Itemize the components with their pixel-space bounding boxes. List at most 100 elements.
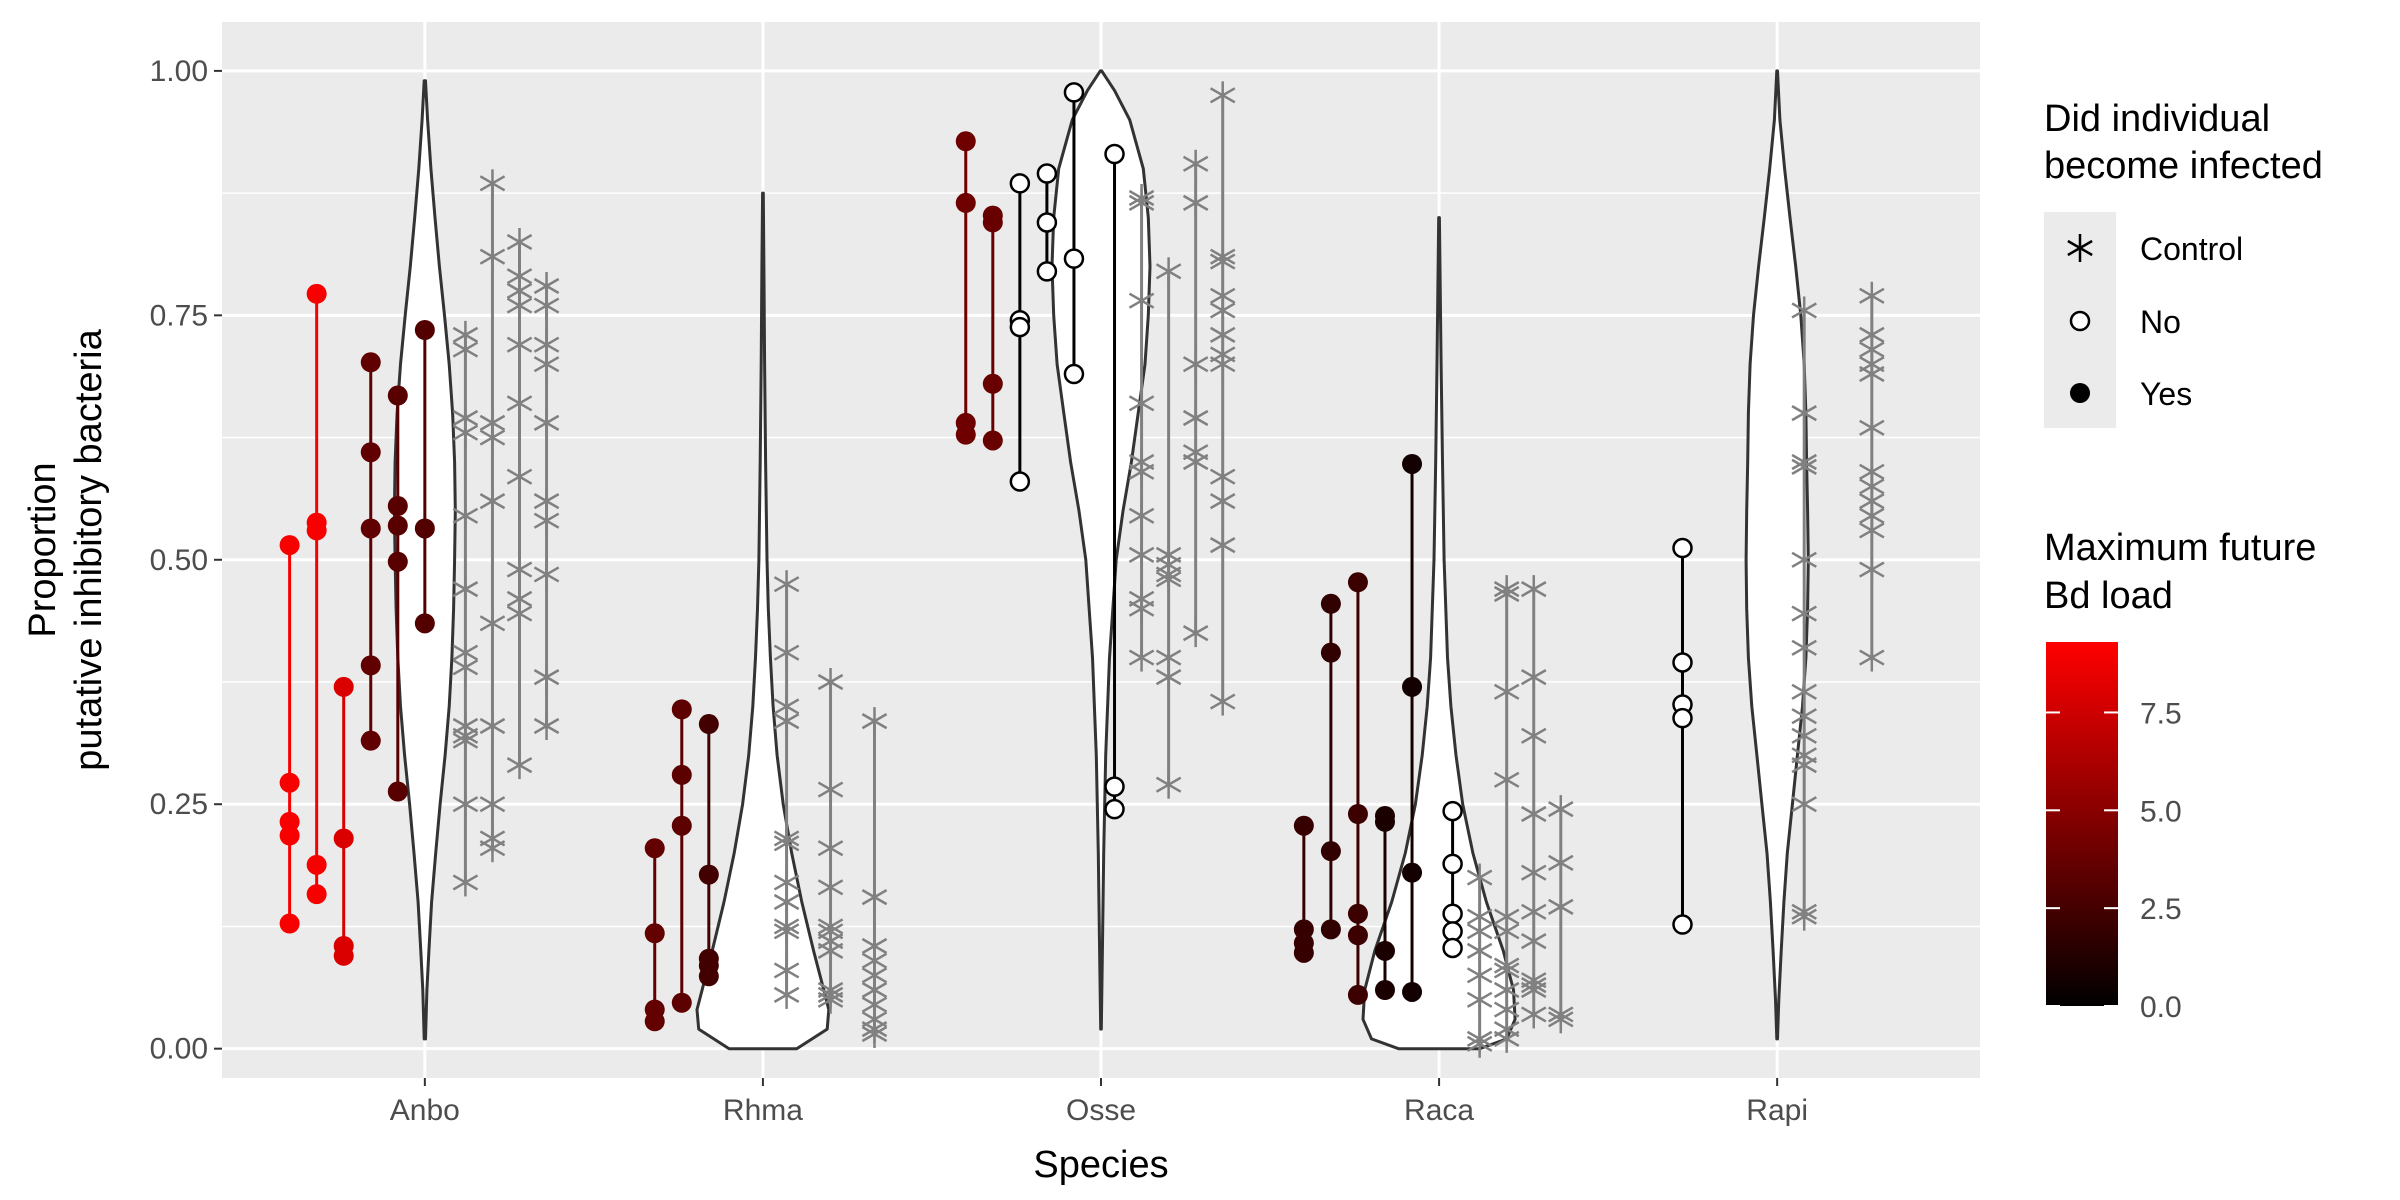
point-control-stroke bbox=[1859, 649, 1885, 666]
point-infected bbox=[955, 424, 976, 445]
point-infected bbox=[360, 730, 381, 751]
point-control-stroke bbox=[479, 429, 506, 446]
point-control-stroke bbox=[861, 1025, 888, 1043]
point-control-stroke bbox=[533, 414, 560, 431]
point-control bbox=[861, 883, 888, 912]
point-control-stroke bbox=[1493, 585, 1520, 603]
point-control bbox=[1182, 448, 1209, 476]
point-control-stroke bbox=[1859, 561, 1885, 578]
point-control bbox=[1182, 619, 1209, 648]
x-tick-label: Rhma bbox=[723, 1094, 803, 1127]
point-control bbox=[1859, 555, 1885, 584]
point-control bbox=[1209, 350, 1236, 379]
point-infected bbox=[333, 945, 354, 966]
x-axis-ticks: Anbo Rhma Osse Raca Rapi bbox=[390, 1078, 1808, 1127]
point-control-stroke bbox=[773, 835, 800, 852]
colorbar bbox=[2046, 642, 2118, 1006]
point-infected bbox=[698, 864, 719, 885]
point-infected bbox=[306, 520, 327, 541]
point-control-stroke bbox=[479, 717, 506, 735]
point-control-stroke bbox=[533, 717, 560, 735]
legend-label-control: Control bbox=[2140, 231, 2243, 267]
point-control-stroke bbox=[1520, 581, 1547, 598]
point-control-stroke bbox=[452, 341, 479, 358]
point-infected bbox=[387, 515, 408, 536]
point-infected bbox=[360, 518, 381, 539]
point-control bbox=[1209, 296, 1236, 325]
point-control-stroke bbox=[506, 297, 533, 314]
point-control-stroke bbox=[1209, 326, 1236, 343]
point-control bbox=[1466, 936, 1493, 965]
point-control bbox=[506, 599, 533, 628]
point-control bbox=[452, 575, 479, 604]
point-control-stroke bbox=[1209, 87, 1236, 104]
point-control-stroke bbox=[1466, 942, 1493, 959]
point-control-stroke bbox=[1859, 478, 1885, 495]
point-control-stroke bbox=[817, 942, 844, 959]
point-control bbox=[817, 834, 844, 863]
point-control-stroke bbox=[1182, 194, 1209, 211]
point-control-stroke bbox=[1791, 605, 1817, 622]
point-control-stroke bbox=[1209, 468, 1236, 485]
point-not-infected bbox=[1442, 937, 1463, 959]
point-control bbox=[1128, 594, 1155, 623]
point-control-stroke bbox=[1791, 708, 1817, 725]
point-control bbox=[1493, 765, 1520, 794]
point-not-infected bbox=[1104, 143, 1125, 165]
point-control-stroke bbox=[479, 414, 506, 431]
point-control-stroke bbox=[1791, 639, 1817, 656]
point-control bbox=[479, 242, 506, 271]
point-control-stroke bbox=[773, 576, 800, 593]
point-control-stroke bbox=[452, 326, 479, 343]
point-control bbox=[1859, 360, 1885, 388]
point-infected bbox=[698, 966, 719, 987]
point-control bbox=[1520, 897, 1547, 926]
point-control bbox=[1182, 149, 1209, 178]
point-control-stroke bbox=[817, 991, 844, 1008]
point-control bbox=[506, 291, 533, 320]
point-control-stroke bbox=[506, 395, 533, 412]
point-control bbox=[1548, 1005, 1574, 1034]
point-infected bbox=[360, 655, 381, 676]
point-control-stroke bbox=[1493, 908, 1520, 925]
point-control bbox=[1182, 188, 1209, 217]
point-control bbox=[1791, 452, 1817, 481]
point-infected bbox=[414, 613, 435, 634]
point-control-stroke bbox=[1791, 683, 1817, 700]
point-control bbox=[1859, 281, 1885, 310]
point-infected bbox=[1293, 942, 1314, 963]
point-control-stroke bbox=[452, 644, 479, 661]
point-control-stroke bbox=[773, 962, 800, 979]
point-control-stroke bbox=[1128, 395, 1155, 412]
legend-label-no: No bbox=[2140, 304, 2181, 340]
point-control-stroke bbox=[452, 424, 479, 441]
point-control-stroke bbox=[817, 673, 844, 691]
y-axis-title-line-1: Proportion bbox=[22, 462, 64, 637]
legend-key-control-stroke bbox=[2067, 239, 2093, 257]
violin-raca bbox=[1361, 216, 1517, 1051]
point-control-stroke bbox=[533, 669, 560, 686]
point-control bbox=[1466, 863, 1493, 892]
point-control-stroke bbox=[1520, 981, 1547, 999]
point-control bbox=[1520, 800, 1547, 828]
point-control bbox=[1791, 677, 1817, 706]
point-not-infected bbox=[1442, 800, 1463, 822]
point-control-stroke bbox=[1859, 287, 1885, 304]
point-control-stroke bbox=[506, 233, 533, 251]
x-tick-label: Raca bbox=[1404, 1094, 1474, 1127]
point-control bbox=[1155, 257, 1182, 286]
point-control-stroke bbox=[1493, 1030, 1520, 1047]
point-control-stroke bbox=[1520, 903, 1547, 920]
point-control-stroke bbox=[452, 732, 479, 749]
point-control-stroke bbox=[506, 282, 533, 299]
point-control-stroke bbox=[1493, 981, 1520, 999]
point-infected bbox=[1347, 572, 1368, 593]
point-control bbox=[452, 501, 479, 530]
point-control-stroke bbox=[861, 996, 888, 1013]
point-control bbox=[1209, 687, 1236, 716]
point-not-infected bbox=[1672, 707, 1693, 729]
point-control-stroke bbox=[773, 644, 800, 661]
point-control-stroke bbox=[1791, 908, 1817, 925]
point-control-stroke bbox=[1791, 405, 1817, 422]
